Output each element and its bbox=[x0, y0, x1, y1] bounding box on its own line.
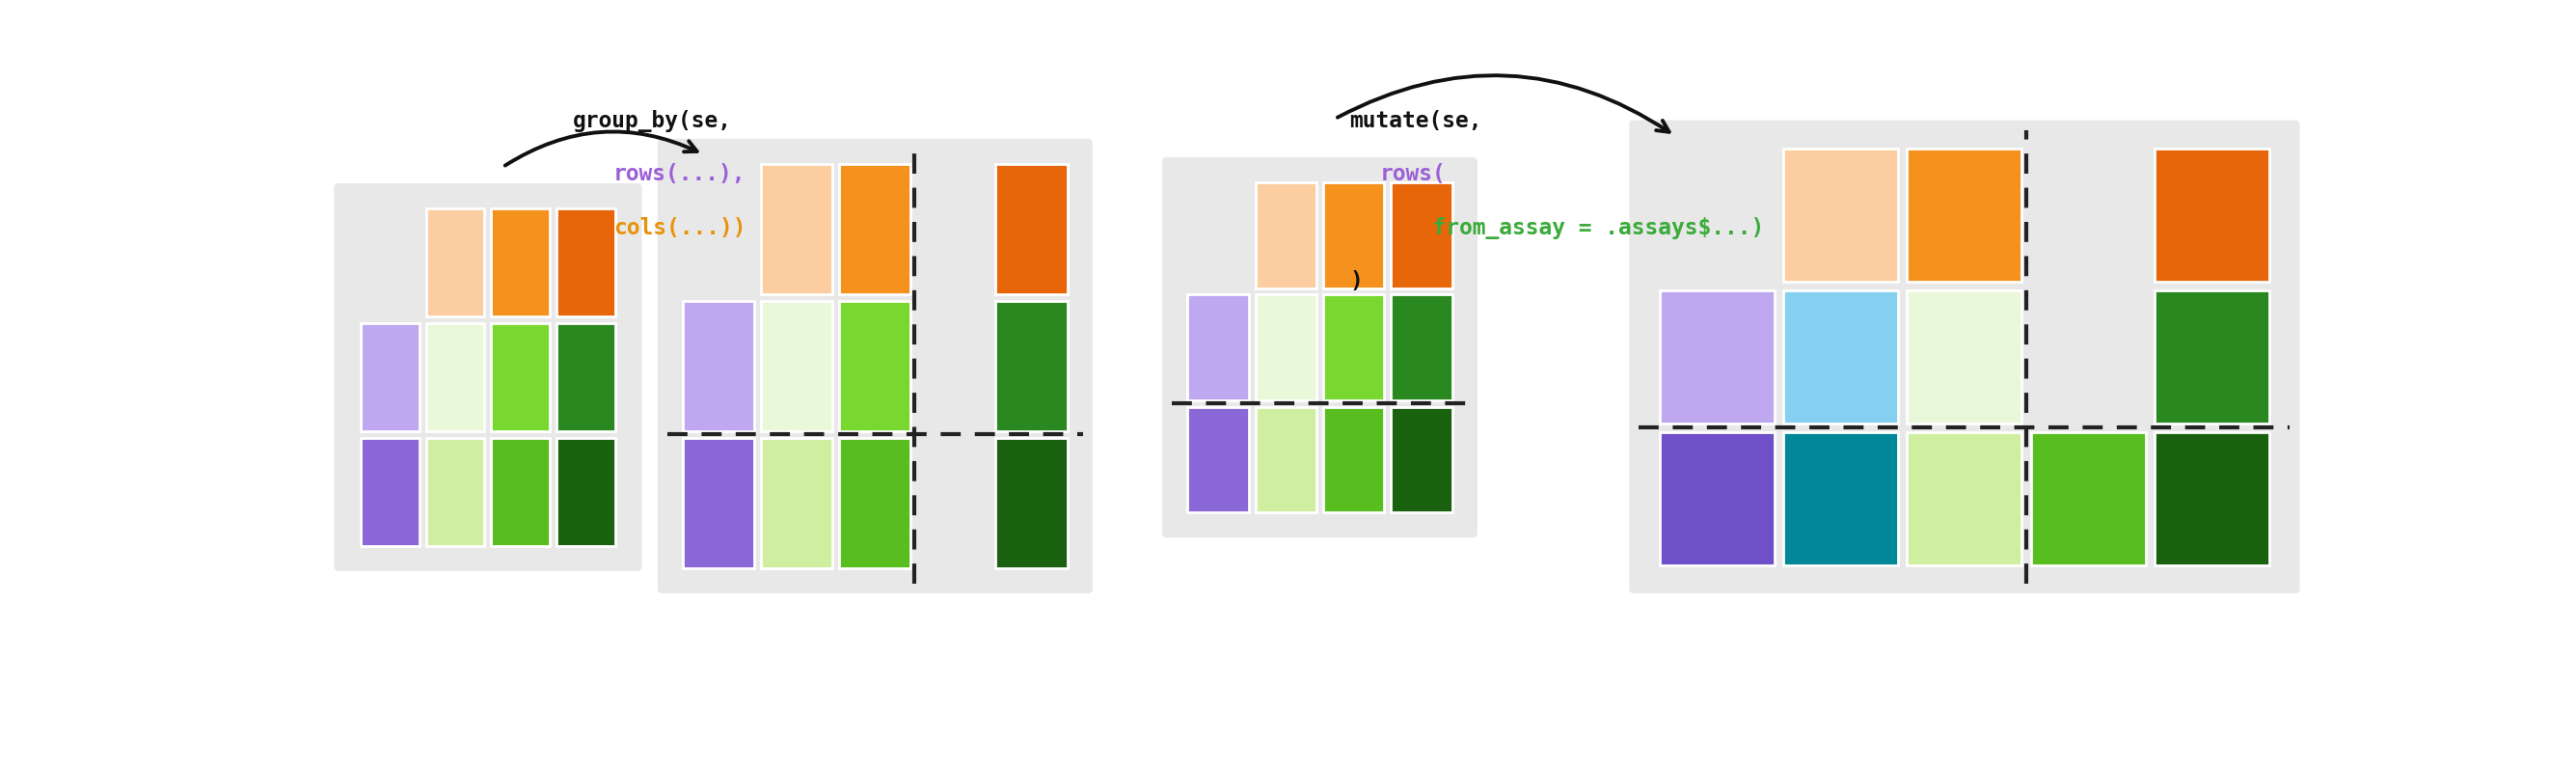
Bar bbox=[1391, 407, 1453, 512]
Bar bbox=[425, 208, 484, 316]
Text: ): ) bbox=[1350, 270, 1363, 293]
Bar bbox=[1659, 432, 1775, 565]
Bar bbox=[760, 301, 832, 431]
Bar bbox=[1188, 295, 1249, 400]
Bar bbox=[1659, 290, 1775, 424]
Text: rows(...),: rows(...), bbox=[613, 163, 747, 185]
Bar bbox=[2030, 432, 2146, 565]
Bar bbox=[492, 438, 549, 546]
Bar bbox=[1324, 182, 1383, 288]
Bar bbox=[1906, 149, 2022, 281]
Text: group_by(se,: group_by(se, bbox=[572, 110, 732, 132]
Text: mutate(se,: mutate(se, bbox=[1350, 110, 1481, 132]
Bar bbox=[1324, 295, 1383, 400]
Bar bbox=[556, 208, 616, 316]
Bar bbox=[1255, 407, 1316, 512]
Bar bbox=[1783, 432, 1899, 565]
FancyBboxPatch shape bbox=[1628, 120, 2300, 594]
Bar bbox=[1391, 182, 1453, 288]
Bar bbox=[683, 301, 755, 431]
Bar bbox=[997, 438, 1066, 568]
Bar bbox=[1783, 149, 1899, 281]
Bar bbox=[840, 164, 912, 294]
Bar bbox=[997, 164, 1066, 294]
Bar bbox=[425, 323, 484, 431]
FancyBboxPatch shape bbox=[335, 183, 641, 571]
Bar bbox=[1391, 295, 1453, 400]
Bar bbox=[840, 301, 912, 431]
Bar bbox=[492, 323, 549, 431]
FancyBboxPatch shape bbox=[657, 139, 1092, 594]
Bar bbox=[1255, 182, 1316, 288]
Bar bbox=[760, 438, 832, 568]
Bar bbox=[361, 323, 420, 431]
Bar bbox=[997, 301, 1066, 431]
Bar bbox=[425, 438, 484, 546]
Bar bbox=[492, 208, 549, 316]
Bar bbox=[556, 323, 616, 431]
Bar bbox=[760, 164, 832, 294]
Bar bbox=[2154, 149, 2269, 281]
Bar bbox=[1188, 407, 1249, 512]
Bar bbox=[1324, 407, 1383, 512]
Bar bbox=[683, 438, 755, 568]
Bar bbox=[2154, 290, 2269, 424]
Text: from_assay = .assays$...): from_assay = .assays$...) bbox=[1406, 217, 1765, 239]
Bar bbox=[1906, 432, 2022, 565]
Bar bbox=[1783, 290, 1899, 424]
Bar bbox=[2154, 432, 2269, 565]
Bar bbox=[556, 438, 616, 546]
Bar bbox=[1906, 290, 2022, 424]
Text: rows(: rows( bbox=[1381, 163, 1445, 185]
Bar bbox=[840, 438, 912, 568]
Bar bbox=[1255, 295, 1316, 400]
FancyBboxPatch shape bbox=[1162, 157, 1479, 538]
Bar bbox=[361, 438, 420, 546]
Text: cols(...)): cols(...)) bbox=[613, 217, 747, 239]
